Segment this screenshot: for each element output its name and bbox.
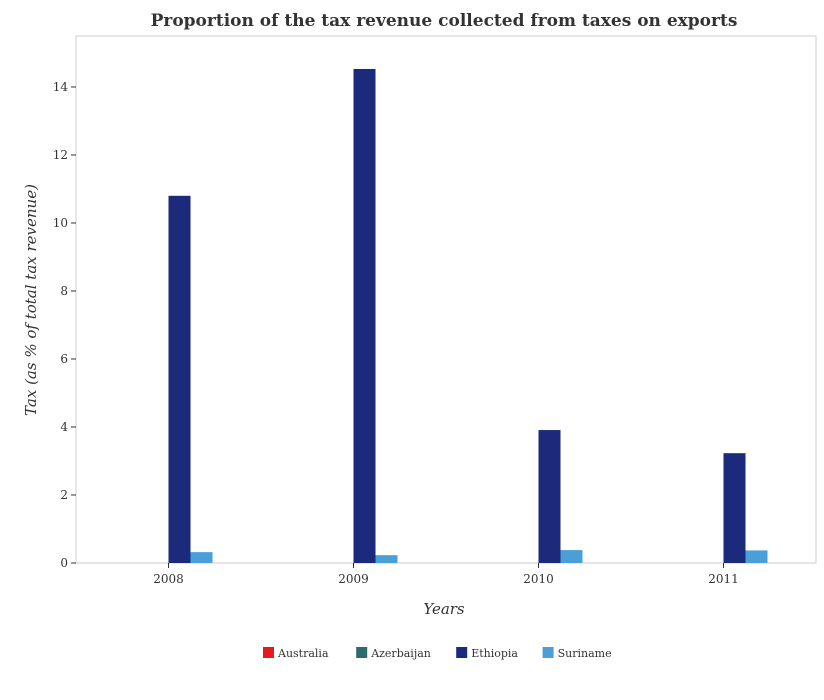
x-axis-title: Years [423, 600, 465, 618]
legend-label-australia: Australia [277, 647, 329, 660]
bar-suriname-2008 [190, 552, 213, 563]
bar-ethiopia-2009 [353, 68, 376, 563]
legend-swatch-ethiopia [456, 647, 468, 658]
legend-label-ethiopia: Ethiopia [471, 647, 518, 660]
bar-suriname-2009 [375, 555, 398, 563]
x-tick-label: 2008 [153, 572, 184, 586]
bars [168, 68, 768, 564]
bar-ethiopia-2011 [723, 453, 746, 563]
y-axis-title: Tax (as % of total tax revenue) [22, 184, 40, 416]
x-axis: 2008 2009 2010 2011 [153, 563, 739, 586]
y-tick-label: 14 [53, 80, 69, 94]
y-tick-label: 12 [53, 148, 68, 162]
x-tick-label: 2009 [338, 572, 369, 586]
legend-swatch-suriname [542, 647, 554, 658]
y-tick-label: 6 [60, 352, 68, 366]
legend-swatch-australia [263, 647, 274, 658]
y-tick-label: 4 [60, 420, 68, 434]
bar-ethiopia-2010 [538, 430, 561, 563]
bar-suriname-2011 [745, 550, 768, 563]
y-axis: 0 2 4 6 8 10 12 14 [53, 80, 76, 570]
x-tick-label: 2010 [523, 572, 554, 586]
y-tick-label: 0 [60, 556, 68, 570]
y-tick-label: 2 [60, 488, 68, 502]
y-tick-label: 10 [53, 216, 68, 230]
plot-frame [75, 35, 817, 564]
legend-label-azerbaijan: Azerbaijan [370, 647, 431, 660]
legend-label-suriname: Suriname [558, 647, 612, 660]
legend: Australia Azerbaijan Ethiopia Suriname [263, 647, 612, 660]
legend-swatch-azerbaijan [356, 647, 368, 658]
x-tick-label: 2011 [708, 572, 739, 586]
chart-title: Proportion of the tax revenue collected … [151, 11, 738, 31]
bar-ethiopia-2008 [168, 195, 191, 564]
y-tick-label: 8 [60, 284, 68, 298]
bar-suriname-2010 [560, 550, 583, 563]
